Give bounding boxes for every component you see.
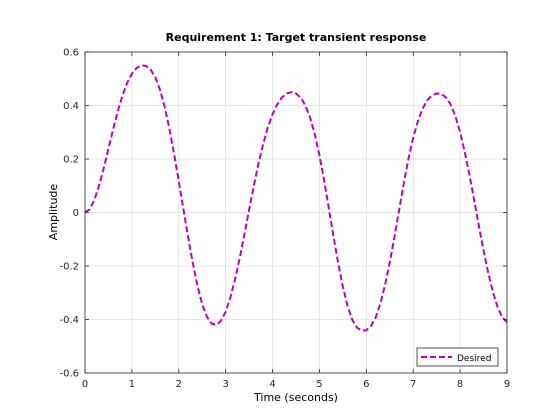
series-line-desired — [84, 64, 508, 332]
grid-lines — [85, 52, 507, 373]
x-tick-label: 3 — [222, 379, 228, 390]
x-tick-label: 6 — [363, 379, 369, 390]
tick-labels: 0 1 2 3 4 5 6 7 8 9 -0.6 -0.4 -0.2 0 0.2 0.4 0.6 — [59, 48, 510, 391]
x-tick-label: 4 — [269, 379, 275, 390]
x-tick-label: 7 — [410, 379, 416, 390]
x-tick-label: 5 — [316, 379, 322, 390]
tick-marks — [84, 51, 508, 374]
y-tick-label: 0 — [73, 208, 79, 219]
x-tick-label: 2 — [176, 379, 182, 390]
x-tick-label: 1 — [129, 379, 135, 390]
legend-label: Desired — [457, 354, 491, 364]
x-tick-label: 8 — [457, 379, 463, 390]
series-layer — [84, 64, 508, 332]
x-tick-label: 9 — [504, 379, 510, 390]
y-tick-label: -0.4 — [59, 315, 79, 326]
legend-box — [416, 347, 499, 367]
y-axis-label: Amplitude — [47, 184, 60, 241]
y-tick-label: -0.2 — [59, 262, 79, 273]
y-tick-label: 0.6 — [63, 48, 79, 59]
chart-title: Requirement 1: Target transient response — [166, 31, 427, 44]
x-axis-label: Time (seconds) — [253, 391, 338, 404]
legend: Desired — [416, 347, 499, 367]
y-tick-label: 0.2 — [63, 155, 79, 166]
y-tick-label: -0.6 — [59, 369, 79, 380]
x-tick-label: 0 — [82, 379, 88, 390]
y-tick-label: 0.4 — [63, 101, 79, 112]
